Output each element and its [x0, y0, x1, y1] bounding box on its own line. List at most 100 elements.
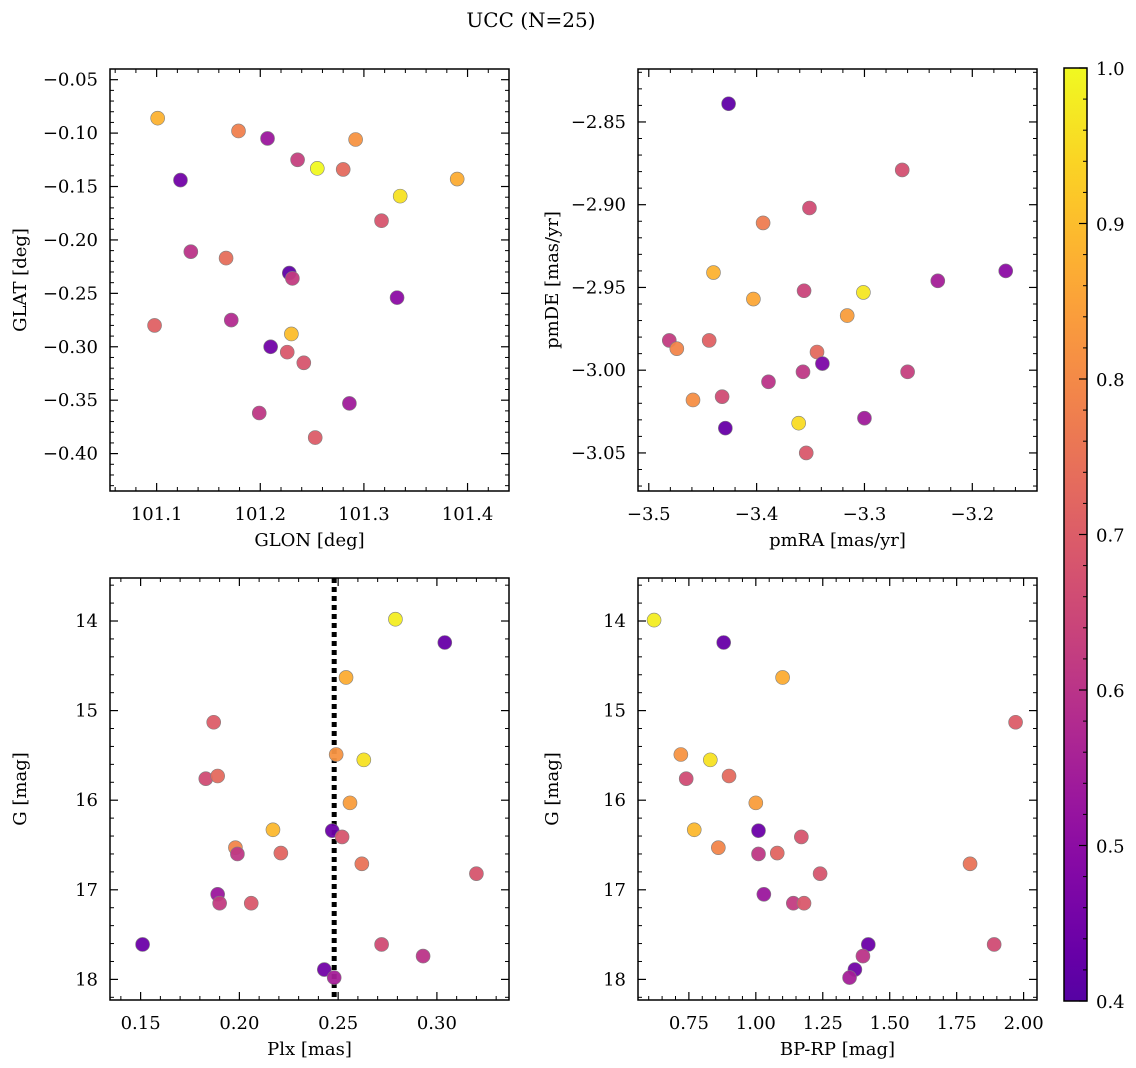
data-point — [309, 161, 325, 176]
y-tick-label: −3.05 — [571, 443, 626, 464]
data-point — [755, 215, 771, 231]
data-point — [855, 948, 871, 964]
data-point — [284, 326, 299, 342]
data-point — [223, 312, 239, 328]
data-point — [716, 635, 731, 650]
data-point — [328, 747, 344, 762]
y-tick-label: 16 — [603, 790, 626, 811]
data-point — [815, 356, 830, 371]
data-point — [335, 162, 351, 177]
x-tick-label: −3.3 — [843, 504, 887, 525]
data-point — [900, 364, 915, 380]
x-tick-label: 0.15 — [121, 1013, 161, 1034]
data-point — [1008, 714, 1023, 730]
data-point — [279, 344, 295, 360]
data-point — [842, 970, 857, 985]
colorbar-tick-label: 0.8 — [1096, 370, 1125, 391]
x-tick-label: 101.1 — [131, 504, 183, 525]
data-point — [388, 611, 403, 627]
x-tick-label: 101.3 — [338, 504, 390, 525]
colorbar-tick-label: 0.9 — [1096, 215, 1125, 236]
data-point — [798, 445, 814, 461]
x-axis-label: pmRA [mas/yr] — [769, 530, 906, 551]
y-tick-label: 14 — [75, 611, 98, 632]
axes-frame — [109, 68, 510, 492]
data-point — [342, 396, 357, 411]
data-point — [150, 110, 165, 126]
data-point — [751, 823, 766, 838]
data-point — [769, 845, 785, 861]
y-axis-label: GLAT [deg] — [10, 228, 31, 332]
y-tick-label: 14 — [603, 611, 626, 632]
colorbar-tick-label: 0.6 — [1096, 681, 1125, 702]
data-point — [962, 856, 978, 872]
data-point — [703, 752, 718, 768]
y-tick-label: 16 — [75, 790, 98, 811]
colorbar-tick-label: 0.4 — [1096, 992, 1125, 1013]
y-tick-label: 17 — [603, 880, 626, 901]
data-point — [761, 374, 776, 390]
y-axis-label: pmDE [mas/yr] — [542, 211, 563, 349]
data-point — [721, 96, 736, 112]
axes-frame — [637, 68, 1038, 492]
y-tick-label: −2.90 — [571, 195, 626, 216]
data-point — [701, 333, 717, 348]
data-point — [718, 420, 733, 436]
data-point — [748, 795, 764, 811]
y-tick-label: 15 — [75, 701, 98, 722]
data-point — [374, 937, 389, 952]
data-point — [231, 123, 246, 139]
y-axis-label: G [mag] — [10, 752, 31, 825]
data-point — [183, 244, 199, 259]
data-point — [218, 250, 234, 266]
data-point — [856, 285, 871, 300]
data-point — [437, 635, 453, 650]
data-point — [930, 273, 946, 289]
data-point — [791, 415, 806, 431]
y-tick-label: −0.20 — [43, 230, 98, 251]
x-tick-label: 101.4 — [442, 504, 494, 525]
data-point — [756, 886, 772, 902]
x-tick-label: −3.5 — [627, 504, 671, 525]
data-point — [686, 822, 702, 838]
y-tick-label: −0.40 — [43, 444, 98, 465]
data-point — [334, 829, 350, 845]
data-point — [135, 937, 150, 952]
data-point — [356, 752, 372, 768]
y-tick-label: −0.25 — [43, 283, 98, 304]
x-tick-label: 1.00 — [736, 1013, 776, 1034]
figure-title: UCC (N=25) — [466, 8, 595, 32]
data-point — [296, 355, 312, 371]
data-point — [342, 795, 358, 811]
y-tick-label: −0.15 — [43, 177, 98, 198]
data-point — [894, 162, 910, 178]
data-point — [307, 430, 323, 445]
y-tick-label: 15 — [603, 701, 626, 722]
data-point — [751, 846, 766, 862]
x-tick-label: −3.4 — [735, 504, 779, 525]
y-axis-label: G [mag] — [542, 752, 563, 825]
data-point — [265, 822, 281, 838]
y-tick-label: 18 — [75, 969, 98, 990]
data-point — [263, 339, 278, 355]
data-point — [206, 714, 222, 730]
chart-panel-bottom-right: 0.75 1.00 1.25 1.50 1.75 2.00 14 15 16 17 18 BP-RP … — [542, 577, 1044, 1060]
y-tick-label: −0.05 — [43, 70, 98, 91]
data-point — [251, 405, 267, 421]
y-tick-label: −2.85 — [571, 112, 626, 133]
data-point — [374, 213, 389, 229]
data-point — [290, 152, 305, 168]
x-tick-label: 1.75 — [937, 1013, 977, 1034]
data-point — [857, 410, 872, 426]
data-point — [721, 768, 737, 784]
data-point — [260, 131, 275, 146]
data-point — [794, 829, 809, 845]
data-point — [147, 318, 162, 333]
y-tick-label: −0.10 — [43, 123, 98, 144]
data-point — [469, 866, 484, 881]
data-point — [449, 171, 465, 187]
data-point — [389, 290, 405, 305]
y-tick-label: −0.30 — [43, 337, 98, 358]
